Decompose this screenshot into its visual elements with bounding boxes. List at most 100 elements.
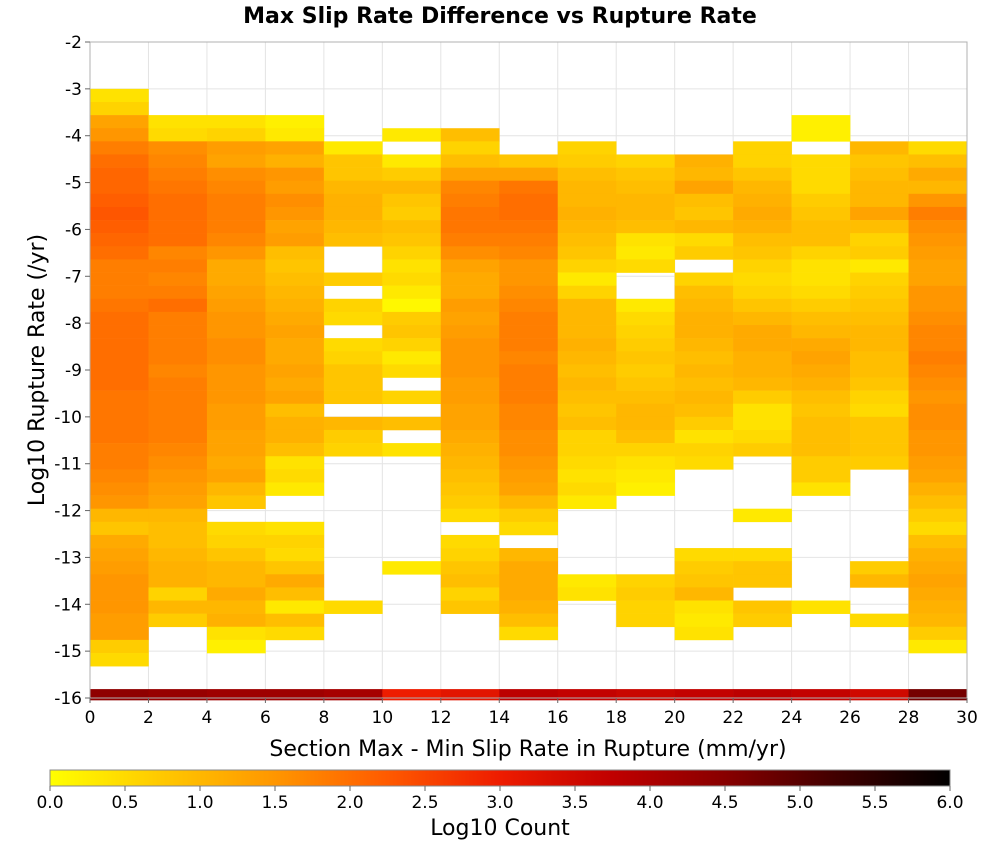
heatmap-cell bbox=[674, 429, 734, 444]
heatmap-cell bbox=[733, 285, 792, 300]
heatmap-cell bbox=[733, 613, 792, 628]
heatmap-cell bbox=[908, 508, 968, 523]
heatmap-cell bbox=[90, 141, 149, 155]
heatmap-cell bbox=[908, 364, 968, 378]
heatmap-cell bbox=[499, 443, 559, 457]
heatmap-cell bbox=[908, 587, 968, 601]
heatmap-cell bbox=[499, 689, 559, 701]
heatmap-cell bbox=[323, 390, 383, 405]
heatmap-cell bbox=[440, 416, 500, 431]
heatmap-cell bbox=[850, 259, 909, 273]
heatmap-cell bbox=[265, 246, 325, 260]
heatmap-cell bbox=[908, 574, 968, 588]
heatmap-cell bbox=[733, 390, 792, 405]
heatmap-cell bbox=[206, 495, 266, 509]
heatmap-cell bbox=[265, 272, 325, 286]
heatmap-cell bbox=[90, 548, 149, 562]
heatmap-cell bbox=[206, 456, 266, 470]
heatmap-cell bbox=[791, 390, 851, 405]
heatmap-cell bbox=[908, 600, 968, 614]
heatmap-cell bbox=[206, 272, 266, 286]
heatmap-cell bbox=[440, 482, 500, 496]
heatmap-cell bbox=[908, 154, 968, 168]
heatmap-cell bbox=[90, 154, 149, 168]
heatmap-cell bbox=[148, 298, 208, 313]
x-tick-label: 30 bbox=[956, 708, 978, 728]
heatmap-cell bbox=[908, 495, 968, 509]
heatmap-cell bbox=[908, 325, 968, 339]
heatmap-cell bbox=[323, 600, 383, 614]
heatmap-cell bbox=[90, 587, 149, 601]
heatmap-cell bbox=[850, 351, 909, 365]
heatmap-cell bbox=[440, 403, 500, 418]
colorbar-tick-label: 0.5 bbox=[111, 793, 138, 813]
heatmap-cell bbox=[616, 587, 675, 601]
heatmap-cell bbox=[148, 390, 208, 405]
heatmap-cell bbox=[440, 246, 500, 260]
heatmap-cell bbox=[440, 377, 500, 391]
heatmap-cell bbox=[206, 587, 266, 601]
heatmap-cell bbox=[733, 548, 792, 562]
heatmap-cell bbox=[791, 429, 851, 444]
heatmap-cell bbox=[557, 443, 617, 457]
heatmap-cell bbox=[382, 285, 442, 300]
heatmap-cell bbox=[616, 613, 675, 628]
heatmap-cell bbox=[616, 311, 675, 326]
heatmap-cell bbox=[791, 259, 851, 273]
heatmap-cell bbox=[908, 193, 968, 208]
heatmap-cell bbox=[206, 259, 266, 273]
heatmap-cell bbox=[382, 206, 442, 221]
heatmap-cell bbox=[90, 639, 149, 654]
colorbar-tick-label: 6.0 bbox=[936, 793, 963, 813]
heatmap-cell bbox=[557, 689, 617, 701]
heatmap-cell bbox=[90, 390, 149, 405]
heatmap-cell bbox=[733, 443, 792, 457]
heatmap-cell bbox=[499, 561, 559, 575]
heatmap-cell bbox=[265, 416, 325, 431]
heatmap-cell bbox=[90, 167, 149, 181]
heatmap-cell bbox=[791, 456, 851, 470]
heatmap-cell bbox=[908, 534, 968, 549]
heatmap-cell bbox=[499, 469, 559, 483]
heatmap-cell bbox=[733, 325, 792, 339]
heatmap-cell bbox=[616, 338, 675, 352]
heatmap-cell bbox=[557, 364, 617, 378]
heatmap-cell bbox=[499, 272, 559, 286]
heatmap-cell bbox=[206, 193, 266, 208]
heatmap-cell bbox=[908, 403, 968, 418]
heatmap-cell bbox=[557, 390, 617, 405]
heatmap-cell bbox=[440, 233, 500, 247]
heatmap-cell bbox=[733, 574, 792, 588]
heatmap-cell bbox=[908, 311, 968, 326]
heatmap-cell bbox=[499, 403, 559, 418]
heatmap-cell bbox=[733, 180, 792, 195]
heatmap-cell bbox=[148, 456, 208, 470]
heatmap-cell bbox=[733, 246, 792, 260]
heatmap-cell bbox=[440, 364, 500, 378]
heatmap-cell bbox=[148, 167, 208, 181]
heatmap-cell bbox=[440, 429, 500, 444]
heatmap-cell bbox=[850, 456, 909, 470]
heatmap-cell bbox=[499, 456, 559, 470]
heatmap-cell bbox=[850, 298, 909, 313]
heatmap-cell bbox=[382, 325, 442, 339]
heatmap-cell bbox=[206, 325, 266, 339]
heatmap-cell bbox=[90, 429, 149, 444]
heatmap-cell bbox=[499, 574, 559, 588]
y-tick-label: -5 bbox=[65, 174, 82, 194]
heatmap-cell bbox=[440, 351, 500, 365]
heatmap-cell bbox=[206, 482, 266, 496]
heatmap-cell bbox=[206, 141, 266, 155]
heatmap-cell bbox=[850, 220, 909, 234]
heatmap-cell bbox=[440, 259, 500, 273]
heatmap-cell bbox=[206, 115, 266, 129]
heatmap-cell bbox=[908, 482, 968, 496]
heatmap-cell bbox=[148, 469, 208, 483]
heatmap-cell bbox=[265, 600, 325, 614]
heatmap-cell bbox=[148, 443, 208, 457]
heatmap-cell bbox=[908, 259, 968, 273]
heatmap-cell bbox=[323, 416, 383, 431]
heatmap-cell bbox=[382, 272, 442, 286]
y-tick-label: -16 bbox=[54, 689, 82, 709]
heatmap-cell bbox=[148, 246, 208, 260]
